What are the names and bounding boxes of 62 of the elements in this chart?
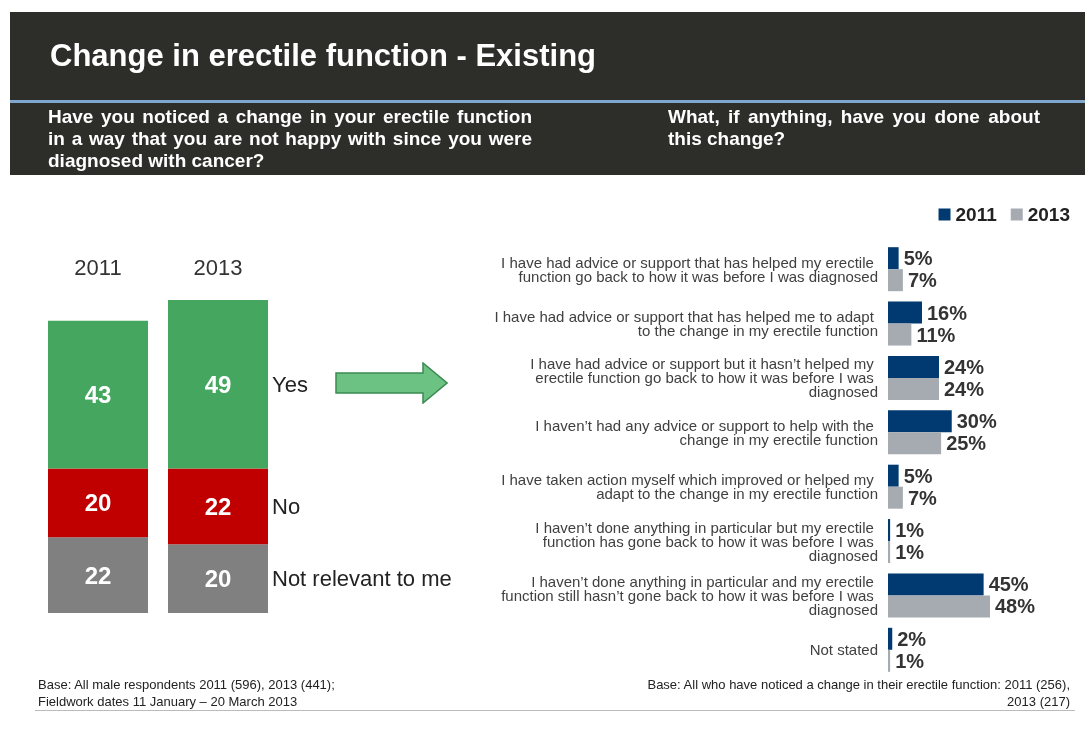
data-label: 22 (204, 492, 232, 520)
bar (168, 468, 268, 545)
bar (888, 519, 891, 542)
data-label: 25% (946, 432, 987, 455)
chart-title: Change in erectile function - Existing (50, 38, 597, 74)
data-label: 1% (895, 541, 925, 564)
legend-label: 2011 (955, 204, 998, 225)
data-label: 7% (907, 269, 937, 292)
y-tick-label: Not stated (809, 641, 878, 659)
y-tick-label: I haven’t had any advice or support to help with the change in my erectile function (535, 416, 878, 448)
chart-subtitle: What, if anything, have you done about this change? (668, 106, 1040, 150)
series-label: Not relevant to me (272, 566, 452, 592)
data-label: 1% (895, 519, 925, 542)
data-label: 43 (84, 381, 112, 409)
data-label: 20 (204, 565, 232, 593)
y-tick-label: I have had advice or support that has helped me to adapt to the change in my erectile function (494, 308, 878, 340)
data-label: 1% (895, 649, 925, 672)
legend-label: 2013 (1027, 204, 1071, 225)
series-label: No (272, 493, 301, 519)
data-label: 16% (927, 301, 968, 324)
bar (888, 595, 990, 618)
y-tick-label: I haven’t done anything in particular but my erectile function has gone back to how it was before I was diagnosed (535, 518, 878, 564)
data-label: 45% (988, 573, 1029, 596)
bar (888, 541, 891, 564)
bar (888, 301, 922, 324)
y-tick-label: I have taken action myself which improved or helped my adapt to the change in my erectile function (501, 471, 878, 503)
bar (48, 320, 148, 469)
y-tick-label: I have had advice or support that has helped my erectile function go back to how it was before I was diagnosed (501, 253, 878, 285)
bar (48, 537, 148, 613)
data-label: 20 (84, 489, 112, 517)
text: Base: All who have noticed a change in their erectile function: 2011 (256), 2013 (217) (647, 676, 1070, 710)
data-label: 5% (903, 464, 933, 487)
bar (888, 649, 891, 672)
bar (888, 377, 939, 400)
bar (888, 627, 893, 650)
data-label: 7% (907, 486, 937, 509)
bar (888, 573, 984, 596)
bar (888, 410, 952, 433)
bar (888, 269, 903, 292)
data-label: 5% (903, 247, 933, 270)
chart-subtitle: Have you noticed a change in your erectile function in a way that you are not happy with since you were diagnosed with cancer? (48, 106, 532, 172)
data-label: 24% (944, 377, 985, 400)
bar (168, 300, 268, 469)
bar (168, 544, 268, 613)
text: Base: All male respondents 2011 (596), 2013 (441); Fieldwork dates 11 January – 20 March 2013 (38, 676, 335, 710)
series-label: Yes (272, 371, 308, 397)
bar (888, 486, 903, 509)
data-label: 49 (204, 370, 232, 398)
bar (888, 323, 912, 346)
y-tick-label: I have had advice or support but it hasn’t helped my erectile function go back to how it was before I was diagnosed (530, 355, 878, 401)
data-label: 2% (897, 627, 927, 650)
y-tick-label: I haven’t done anything in particular and my erectile function still hasn’t gone back to how it was before I was diagnosed (501, 572, 878, 618)
data-label: 30% (956, 410, 997, 433)
data-label: 22 (84, 561, 112, 589)
data-label: 48% (995, 595, 1036, 618)
data-label: 11% (916, 323, 956, 346)
bar (888, 432, 942, 455)
bar (888, 355, 939, 378)
bar (48, 468, 148, 538)
bar (888, 464, 899, 487)
bar (888, 247, 899, 270)
data-label: 24% (944, 355, 985, 378)
